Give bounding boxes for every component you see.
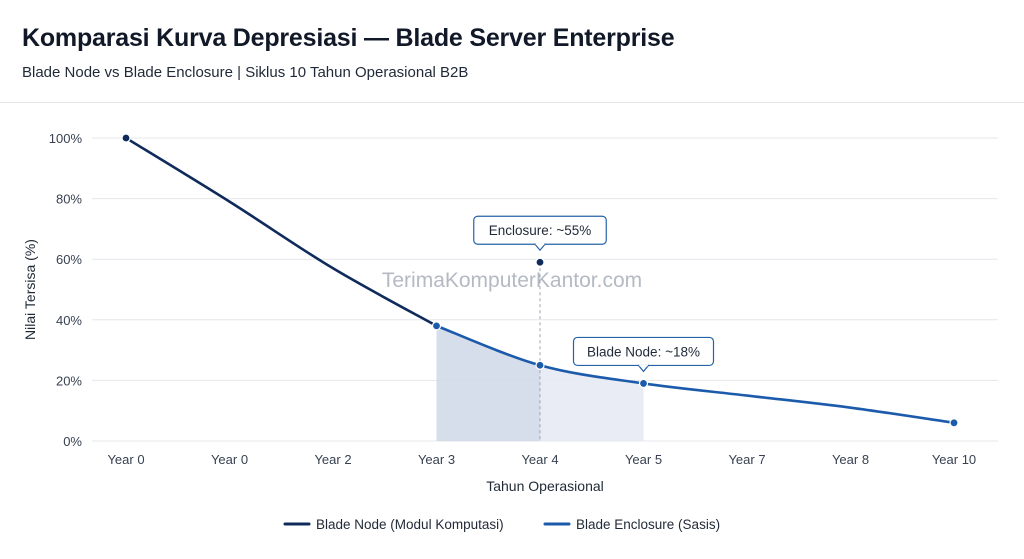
- data-point: [431, 321, 442, 331]
- x-tick-label: Year 7: [728, 452, 765, 467]
- legend: Blade Node (Modul Komputasi) Blade Enclos…: [283, 517, 720, 532]
- x-axis-label: Tahun Operasional: [486, 478, 604, 494]
- callout-pointer: [637, 364, 650, 373]
- y-axis-label: Nilai Tersisa (%): [22, 239, 38, 340]
- legend-label: Blade Node (Modul Komputasi): [316, 517, 504, 532]
- chart-subtitle: Blade Node vs Blade Enclosure | Siklus 1…: [22, 64, 469, 81]
- x-tick-label: Year 0: [107, 452, 144, 467]
- x-tick-label: Year 0: [211, 452, 248, 467]
- x-tick-label: Year 10: [932, 452, 976, 467]
- callout: Enclosure: ~55%: [473, 215, 607, 252]
- series-lines: [124, 136, 956, 425]
- x-tick-label: Year 2: [314, 452, 351, 467]
- y-tick-label: 0%: [63, 434, 82, 449]
- watermark: TerimaKomputerKantor.com: [382, 269, 642, 292]
- legend-label: Blade Enclosure (Sasis): [576, 517, 720, 532]
- y-tick-label: 80%: [56, 192, 82, 207]
- y-tick-label: 40%: [56, 313, 82, 328]
- data-point: [949, 418, 959, 428]
- series-line-blade-node: [124, 136, 438, 328]
- annotations: Enclosure: ~55% Blade Node: ~18%: [473, 215, 715, 373]
- data-markers: [121, 133, 959, 428]
- x-tick-label: Year 8: [832, 452, 869, 467]
- header-divider: [0, 102, 1024, 103]
- x-tick-labels: Year 0 Year 0 Year 2 Year 3 Year 4 Year 5 Year…: [107, 452, 976, 467]
- y-tick-label: 100%: [49, 131, 83, 146]
- callout: Blade Node: ~18%: [572, 336, 715, 373]
- x-tick-label: Year 5: [625, 452, 662, 467]
- chart-title: Komparasi Kurva Depresiasi — Blade Serve…: [22, 24, 675, 52]
- data-point: [121, 133, 131, 143]
- shaded-areas: [436, 325, 644, 441]
- callout-pointer: [533, 243, 547, 252]
- shaded-area: [436, 325, 540, 441]
- x-tick-label: Year 4: [521, 452, 558, 467]
- shaded-area: [540, 365, 644, 441]
- series-line-blade-enclosure: [435, 324, 956, 425]
- y-tick-labels: 0% 20% 40% 60% 80% 100%: [49, 131, 83, 449]
- y-tick-label: 20%: [56, 373, 82, 388]
- data-point: [535, 257, 545, 267]
- x-tick-label: Year 3: [418, 452, 455, 467]
- callout-text: Enclosure: ~55%: [489, 223, 591, 238]
- data-point: [535, 360, 545, 370]
- callout-text: Blade Node: ~18%: [587, 344, 700, 359]
- data-point: [638, 378, 649, 389]
- y-tick-label: 60%: [56, 252, 82, 267]
